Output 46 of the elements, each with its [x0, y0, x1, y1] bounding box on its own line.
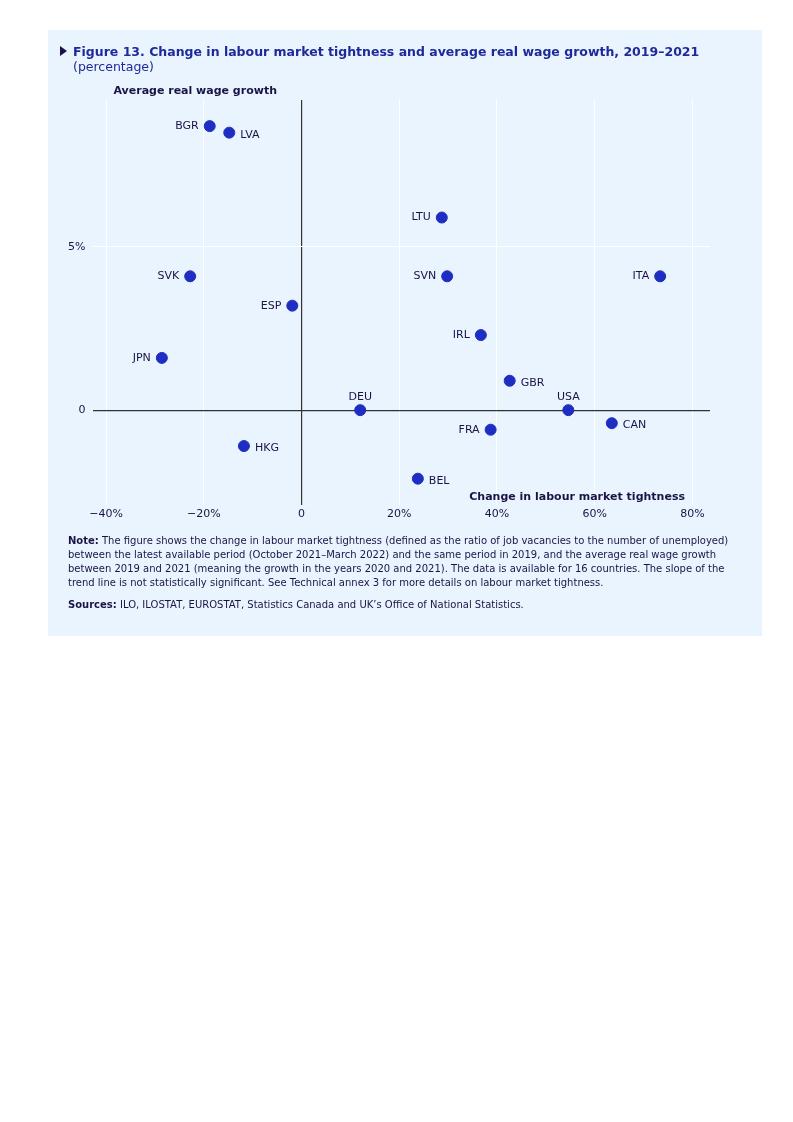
point — [411, 472, 424, 485]
y-tick-label: 5% — [68, 239, 86, 253]
annotation: BGR — [175, 118, 200, 132]
point — [654, 270, 667, 283]
point — [354, 404, 367, 417]
x-tick-label: 0 — [298, 507, 306, 521]
annotation: SVK — [157, 269, 180, 283]
point — [474, 329, 487, 342]
point — [503, 374, 516, 387]
point — [605, 417, 618, 430]
annotation: HKG — [254, 440, 279, 454]
y-axis-title: Average real wage growth — [113, 84, 277, 98]
point — [435, 211, 448, 224]
point — [441, 270, 454, 283]
x-tick-label: 20% — [387, 507, 412, 521]
annotation: ESP — [260, 298, 282, 312]
text: Note: The figure shows the change in labour market tightness (defined as the ratio of job vacancies to the number of unemployed) between the latest available period (October 2021–March 2022) and the same period in 2019, and the average real wage growth between 2019 and 2021 (meaning the growth in the years 2020 and 2021). The data is available for 16 countries. The slope of the trend line is not statistically significant. See Technical annex 3 for more details on labour market tightness. — [68, 534, 730, 590]
point — [286, 299, 299, 312]
point — [184, 270, 197, 283]
annotation: CAN — [622, 418, 647, 432]
x-tick-label: 80% — [680, 507, 705, 521]
point — [203, 120, 216, 133]
x-tick-label: 60% — [582, 507, 607, 521]
annotation: DEU — [348, 390, 372, 404]
point — [155, 351, 168, 364]
annotation: IRL — [452, 327, 471, 341]
x-tick-label: −40% — [89, 507, 123, 521]
x-tick-label: 40% — [484, 507, 510, 521]
annotation: GBR — [520, 375, 545, 389]
point — [223, 126, 236, 139]
annotation: FRA — [458, 422, 481, 436]
annotation: BEL — [428, 473, 451, 487]
source-note: Sources: ILO, ILOSTAT, EUROSTAT, Statistics Canada and UK’s Office of National Statistics. — [68, 598, 525, 612]
point — [237, 440, 250, 453]
x-axis-title: Change in labour market tightness — [469, 490, 686, 504]
chart-title: Figure 13. Change in labour market tightness and average real wage growth, 2019–2021 — [73, 44, 700, 59]
annotation: USA — [556, 390, 581, 404]
chart-subtitle: (percentage) — [73, 59, 154, 74]
annotation: SVN — [413, 269, 437, 283]
point — [484, 423, 497, 436]
annotation: ITA — [632, 269, 650, 283]
annotation: LTU — [411, 210, 431, 224]
point — [562, 404, 575, 417]
x-tick-label: −20% — [187, 507, 221, 521]
annotation: JPN — [131, 350, 151, 364]
annotation: LVA — [240, 127, 261, 141]
